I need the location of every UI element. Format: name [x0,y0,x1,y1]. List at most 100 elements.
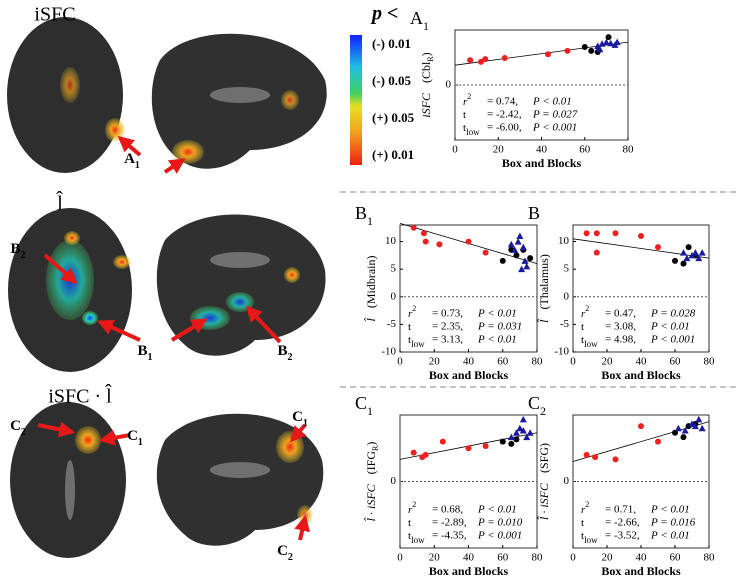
text-part: t [581,321,584,333]
colorbar [350,35,362,165]
text-part: A [410,8,423,28]
stat-label: t [581,517,584,529]
text-part: (IFG [364,451,378,475]
text-part: 1 [367,404,373,418]
point [681,427,689,434]
x-tick-label: 0 [570,356,576,368]
text-part: (Thalamus) [537,254,551,309]
point [581,44,588,51]
stat-value: = 2.35, [432,321,463,333]
text-part: t [581,530,584,542]
point [612,230,619,237]
point [465,238,472,245]
text-part: r [408,504,413,516]
stat-value: = -2.66, [605,517,640,529]
text-part: 2 [585,500,589,509]
stat-value: = 0.68, [432,504,463,516]
text-part: B [355,203,367,223]
x-tick-label: 0 [452,144,458,156]
point [564,47,571,54]
y-tick-label: 0 [564,475,570,487]
text-part: l̂ [536,318,550,322]
text-part: 1 [303,418,308,429]
x-tick-label: 60 [497,356,509,368]
point [516,424,524,432]
point [583,451,590,458]
text-part: ) [364,442,378,446]
point [513,252,520,259]
point [613,38,621,46]
point [526,429,534,436]
stat-label: tlow [581,530,598,546]
x-tick-label: 0 [570,552,576,564]
text-part: (Cbl [419,61,433,83]
text-part: t [581,517,584,529]
text-part: B [137,343,147,359]
point [410,449,417,456]
point [593,230,600,237]
point [482,56,489,63]
point [683,254,691,262]
text-part: C [292,409,303,425]
arrow-label: C2 [10,418,26,437]
point [410,224,417,231]
text-part: B [277,343,287,359]
stat-p: P = 0.010 [477,517,523,529]
point [519,427,527,434]
point [501,55,508,62]
point [698,249,706,256]
point [695,415,703,423]
text-part: C [528,393,540,413]
point [499,438,506,445]
point [482,249,489,256]
stat-label: t [408,517,411,529]
x-tick-label: 80 [704,552,716,564]
point [638,423,644,430]
stat-p: P < 0.01 [650,504,690,516]
brain-images [7,17,327,558]
stat-value: = -3.52, [605,530,640,542]
point [583,230,590,237]
point [688,420,696,427]
text-part: low [584,339,598,349]
stat-p: P = 0.027 [532,109,578,121]
text-part: r [463,96,468,108]
text-part: C [277,543,288,559]
point [698,424,706,432]
y-tick-label: 0 [391,290,397,302]
stat-value: = 0.73, [432,308,463,320]
x-tick-label: 80 [623,144,635,156]
text-part: B [528,203,540,223]
text-part: 2 [288,352,293,363]
x-tick-label: 20 [429,552,441,564]
point [674,424,682,432]
separators [340,191,738,388]
point [685,244,692,251]
x-tick-label: 20 [429,356,441,368]
point [695,254,703,262]
point [607,39,615,47]
stat-value: = -6.00, [487,122,522,134]
colorbar-label: (+) 0.05 [372,110,415,125]
x-tick-label: 40 [636,356,648,368]
stat-label: tlow [581,334,598,350]
stat-p: P < 0.01 [477,504,517,516]
y-tick-label: -5 [387,318,397,330]
y-tick-label: 0 [564,290,570,302]
stat-p: P < 0.001 [532,122,577,134]
text-part: t [463,109,466,121]
stat-value: = 0.71, [605,504,636,516]
arrow-label: C1 [292,409,308,428]
text-part: 1 [423,19,429,33]
point [482,443,489,450]
y-axis-label: l̂ · iSFC (IFGR) [363,442,380,522]
text-part: 2 [540,404,546,418]
arrow-label: B1 [137,343,152,362]
stat-p: P < 0.01 [477,308,517,320]
point [680,249,687,256]
point [688,251,696,259]
text-part: 2 [412,500,416,509]
point [512,429,520,436]
row-title: iSFC [34,4,75,26]
arrows [37,135,310,541]
